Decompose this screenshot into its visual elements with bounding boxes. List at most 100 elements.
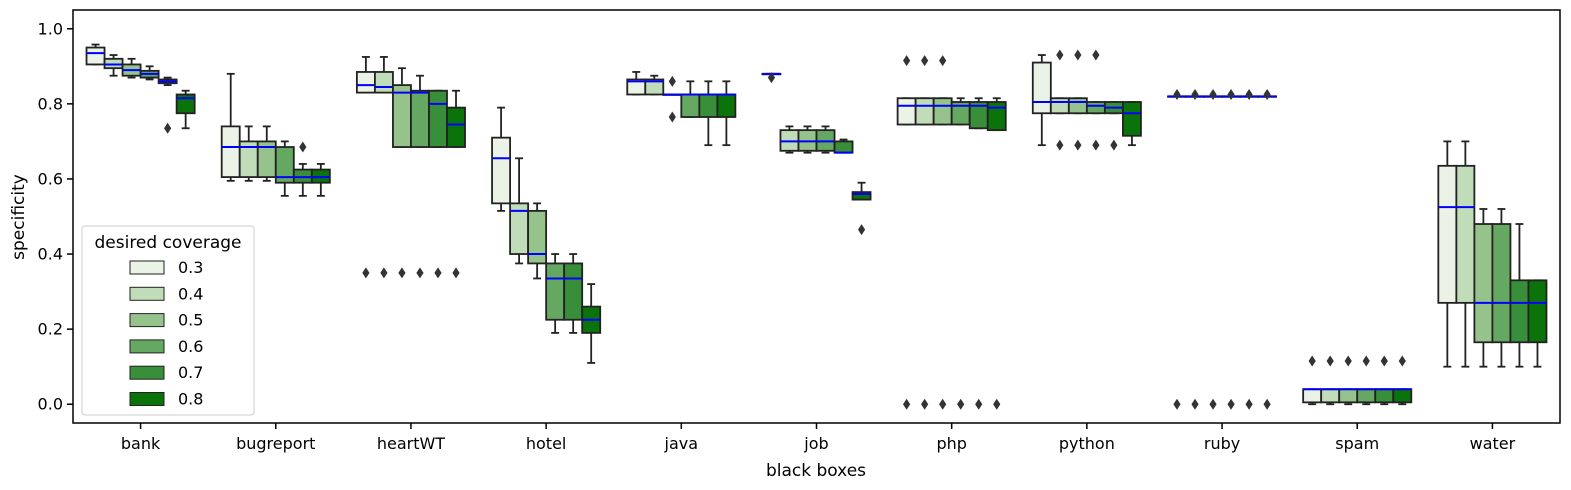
outlier-point [903, 55, 911, 67]
y-axis-title: specificity [9, 174, 29, 260]
box-group-heartWT [355, 56, 466, 279]
outlier-point [975, 398, 983, 410]
outlier-point [1263, 398, 1271, 410]
legend-swatch-0.6 [129, 339, 165, 354]
outlier-point [921, 398, 929, 410]
box-0.8 [1527, 279, 1548, 344]
legend-label-0.8: 0.8 [178, 390, 203, 409]
box-0.6 [680, 93, 701, 118]
outlier-point [1074, 139, 1082, 151]
box-0.3 [85, 46, 106, 66]
outlier-point [1380, 355, 1388, 367]
outlier-point [668, 75, 676, 87]
outlier-point [1308, 355, 1316, 367]
outlier-point [1092, 139, 1100, 151]
box-0.4 [644, 78, 665, 96]
box-0.4 [1320, 388, 1341, 404]
outlier-point [1110, 139, 1118, 151]
outlier-point [398, 267, 406, 279]
x-tick-label: python [1059, 434, 1115, 453]
outlier-point [1227, 398, 1235, 410]
box-0.5 [1473, 223, 1494, 344]
box-0.8 [446, 106, 466, 148]
box-0.8 [1392, 388, 1413, 404]
outlier-point [1398, 355, 1406, 367]
box-0.7 [1509, 279, 1530, 344]
box-0.8 [986, 101, 1007, 132]
y-tick-label: 0.0 [38, 395, 63, 414]
legend-swatch-0.3 [129, 260, 165, 275]
outlier-point [299, 141, 307, 153]
box-group-job [761, 72, 872, 236]
box-group-hotel [491, 106, 602, 364]
x-tick-label: job [803, 434, 828, 453]
box-0.7 [698, 93, 719, 118]
legend-swatch-0.5 [129, 313, 165, 328]
outlier-point [939, 55, 947, 67]
box-0.4 [1049, 97, 1070, 115]
outlier-point [1191, 88, 1199, 100]
box-0.3 [1302, 388, 1323, 404]
x-axis-title: black boxes [766, 461, 866, 481]
legend-title: desired coverage [94, 233, 241, 253]
outlier-point [1092, 49, 1100, 61]
outlier-point [1362, 355, 1370, 367]
box-0.4 [374, 71, 394, 94]
outlier-point [452, 267, 460, 279]
outlier-point [1227, 88, 1235, 100]
outlier-point [957, 398, 965, 410]
outlier-point [903, 398, 911, 410]
x-tick-label: water [1470, 434, 1516, 453]
box-0.6 [274, 146, 295, 184]
outlier-point [1245, 398, 1253, 410]
box-0.5 [1067, 97, 1088, 115]
outlier-point [1173, 398, 1181, 410]
box-0.3 [491, 136, 511, 205]
y-tick-label: 0.4 [38, 245, 63, 264]
outlier-point [1263, 88, 1271, 100]
outlier-point [1245, 88, 1253, 100]
box-0.3 [1031, 61, 1052, 115]
outlier-point [1209, 88, 1217, 100]
box-0.6 [1085, 101, 1106, 115]
legend-label-0.3: 0.3 [178, 258, 203, 277]
outlier-point [939, 398, 947, 410]
box-0.8 [716, 93, 737, 118]
x-tick-label: hotel [526, 434, 567, 453]
legend-label-0.7: 0.7 [178, 363, 203, 382]
y-tick-label: 0.2 [38, 320, 63, 339]
box-0.7 [833, 140, 854, 154]
x-tick-label: php [936, 434, 966, 453]
x-tick-label: spam [1335, 434, 1379, 453]
legend-label-0.6: 0.6 [178, 337, 203, 356]
box-0.3 [1437, 164, 1458, 304]
box-0.7 [1374, 388, 1395, 404]
box-group-spam [1302, 355, 1413, 406]
box-group-bank [85, 43, 196, 134]
box-0.7 [563, 262, 584, 321]
box-0.3 [220, 125, 241, 178]
box-0.6 [1491, 223, 1512, 344]
legend-label-0.4: 0.4 [178, 284, 203, 303]
box-0.5 [527, 209, 548, 265]
axes: bank bugreport heartWT hotel java job php pytho… [38, 19, 1516, 453]
outlier-point [857, 224, 866, 236]
outlier-point [1056, 139, 1064, 151]
plot-frame [72, 9, 1561, 424]
legend: desired coverage 0.3 0.4 0.5 0.6 0.7 0.8 [81, 225, 255, 416]
outlier-point [434, 267, 442, 279]
plot-area [85, 43, 1548, 410]
box-0.5 [392, 84, 412, 148]
box-group-java [626, 71, 737, 147]
x-tick-label: heartWT [377, 434, 445, 453]
box-0.4 [1455, 164, 1476, 304]
box-0.8 [851, 191, 872, 201]
box-group-python [1031, 49, 1142, 151]
box-0.4 [914, 97, 935, 126]
box-group-bugreport [220, 72, 331, 197]
y-tick-label: 1.0 [38, 19, 63, 38]
box-0.3 [355, 71, 376, 94]
box-0.5 [932, 97, 953, 126]
box-0.5 [1338, 388, 1359, 404]
